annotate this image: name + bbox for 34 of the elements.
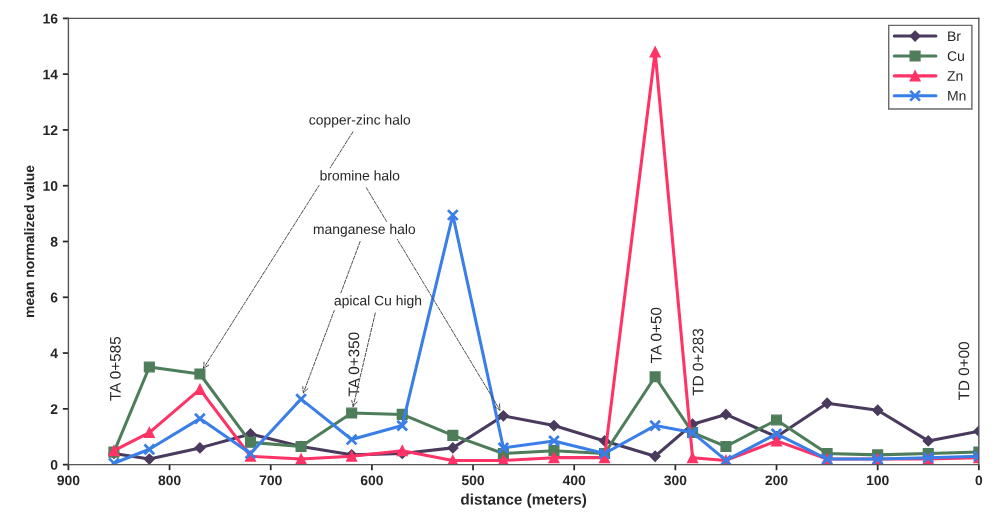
x-tick-label: 200 [765, 475, 788, 486]
y-tick-label: 16 [43, 13, 58, 24]
x-tick-label: 700 [259, 475, 282, 486]
x-tick-label: 600 [360, 475, 383, 486]
legend-label: Cu [947, 51, 964, 61]
annotation: TA 0+585 [109, 336, 121, 401]
y-tick-label: 6 [50, 292, 58, 303]
legend-label: Br [948, 31, 961, 41]
annotation: TA 0+50 [650, 307, 662, 363]
annotation: bromine halo [320, 170, 400, 181]
y-tick-label: 0 [50, 459, 58, 470]
annotation: copper-zinc halo [309, 114, 411, 128]
x-tick-label: 400 [562, 475, 586, 486]
y-axis-title: mean normalized value [24, 165, 35, 317]
y-tick-label: 14 [43, 69, 58, 80]
y-tick-label: 8 [50, 236, 58, 247]
x-tick-label: 500 [461, 475, 485, 486]
x-axis-title: distance (meters) [461, 493, 587, 508]
legend-label: Zn [947, 71, 963, 81]
x-tick-label: 300 [664, 475, 687, 486]
annotation: TD 0+00 [958, 342, 970, 401]
annotation: manganese halo [313, 223, 416, 237]
x-tick-label: 800 [158, 475, 181, 486]
y-tick-label: 4 [50, 348, 58, 359]
y-tick-label: 12 [43, 125, 58, 135]
x-tick-label: 900 [57, 475, 80, 486]
annotation: TD 0+283 [692, 328, 704, 396]
x-tick-label: 0 [975, 475, 983, 486]
y-tick-label: 10 [43, 181, 58, 191]
y-tick-label: 2 [50, 404, 58, 414]
annotation: TA 0+350 [348, 332, 360, 397]
annotation: apical Cu high [334, 295, 422, 309]
x-tick-label: 100 [866, 475, 889, 486]
legend-label: Mn [948, 91, 966, 101]
